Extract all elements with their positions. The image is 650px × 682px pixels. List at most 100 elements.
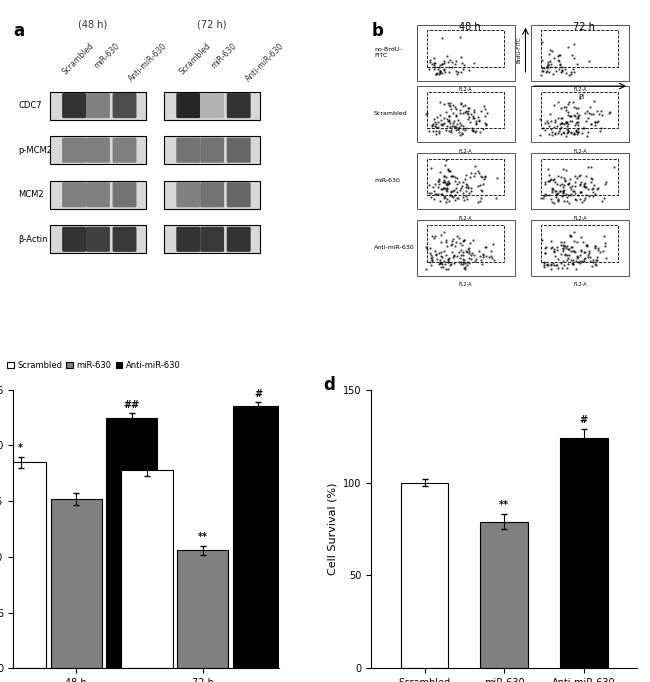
- Point: [545, 175, 555, 186]
- Point: [475, 196, 486, 207]
- Point: [428, 53, 439, 63]
- Point: [468, 113, 478, 124]
- Point: [556, 129, 567, 140]
- Point: [535, 130, 545, 140]
- Point: [461, 122, 471, 133]
- Point: [571, 102, 581, 113]
- FancyBboxPatch shape: [417, 153, 515, 209]
- Point: [439, 55, 449, 66]
- Point: [573, 102, 583, 113]
- Point: [452, 69, 463, 80]
- Point: [558, 190, 568, 201]
- Point: [560, 242, 571, 253]
- Point: [582, 239, 592, 250]
- Point: [464, 246, 474, 256]
- Point: [455, 253, 465, 264]
- Text: BrdU-FITC: BrdU-FITC: [516, 37, 521, 63]
- Point: [583, 249, 593, 260]
- Point: [579, 177, 590, 188]
- FancyBboxPatch shape: [227, 93, 251, 118]
- Point: [456, 51, 466, 62]
- FancyBboxPatch shape: [50, 225, 146, 253]
- Point: [434, 248, 445, 258]
- Point: [430, 179, 441, 190]
- Point: [565, 110, 575, 121]
- Point: [562, 178, 573, 189]
- Point: [445, 98, 455, 109]
- Point: [562, 192, 572, 203]
- FancyBboxPatch shape: [164, 181, 260, 209]
- Point: [583, 113, 593, 123]
- Point: [431, 250, 441, 261]
- Point: [557, 255, 567, 266]
- Point: [442, 178, 452, 189]
- FancyBboxPatch shape: [176, 182, 200, 207]
- Bar: [400, 483, 448, 668]
- Point: [554, 180, 565, 191]
- Point: [437, 68, 447, 78]
- Point: [439, 246, 449, 256]
- Point: [443, 164, 453, 175]
- Point: [439, 177, 450, 188]
- Point: [571, 125, 582, 136]
- Point: [599, 231, 609, 241]
- Point: [451, 237, 462, 248]
- Point: [537, 55, 547, 66]
- Point: [588, 183, 598, 194]
- Point: [582, 240, 592, 251]
- Point: [453, 123, 463, 134]
- Point: [549, 100, 560, 110]
- Point: [589, 179, 599, 190]
- Point: [572, 126, 582, 137]
- Point: [550, 115, 560, 126]
- Point: [421, 244, 432, 255]
- Point: [573, 113, 583, 123]
- Point: [584, 102, 595, 113]
- Point: [554, 186, 565, 197]
- FancyBboxPatch shape: [200, 93, 224, 118]
- Point: [434, 68, 445, 79]
- Point: [578, 179, 589, 190]
- Point: [455, 105, 465, 116]
- Point: [433, 117, 443, 128]
- Point: [439, 183, 449, 194]
- Point: [569, 67, 579, 78]
- FancyBboxPatch shape: [227, 227, 251, 252]
- Point: [541, 115, 552, 126]
- Point: [573, 252, 584, 263]
- Point: [443, 177, 454, 188]
- Point: [572, 237, 582, 248]
- Point: [481, 119, 491, 130]
- Point: [573, 257, 584, 268]
- Point: [552, 260, 562, 271]
- Point: [445, 103, 456, 114]
- Point: [595, 122, 606, 133]
- Point: [569, 120, 580, 131]
- Point: [551, 65, 561, 76]
- Point: [471, 118, 481, 129]
- Point: [549, 246, 560, 257]
- Point: [463, 243, 473, 254]
- Point: [552, 97, 563, 108]
- Point: [571, 173, 582, 184]
- Point: [425, 243, 436, 254]
- Point: [450, 121, 461, 132]
- Point: [569, 128, 579, 138]
- Point: [469, 105, 480, 116]
- Point: [555, 123, 566, 134]
- Point: [563, 178, 573, 189]
- Text: p-MCM2: p-MCM2: [18, 146, 52, 155]
- Point: [478, 252, 488, 263]
- Point: [480, 119, 491, 130]
- Text: a: a: [13, 22, 24, 40]
- Point: [469, 171, 480, 182]
- Point: [476, 259, 487, 270]
- Point: [441, 250, 452, 261]
- Point: [460, 263, 471, 274]
- Point: [474, 246, 484, 256]
- Point: [444, 166, 454, 177]
- Point: [566, 110, 576, 121]
- Point: [576, 187, 586, 198]
- Point: [430, 120, 440, 131]
- Point: [571, 255, 582, 266]
